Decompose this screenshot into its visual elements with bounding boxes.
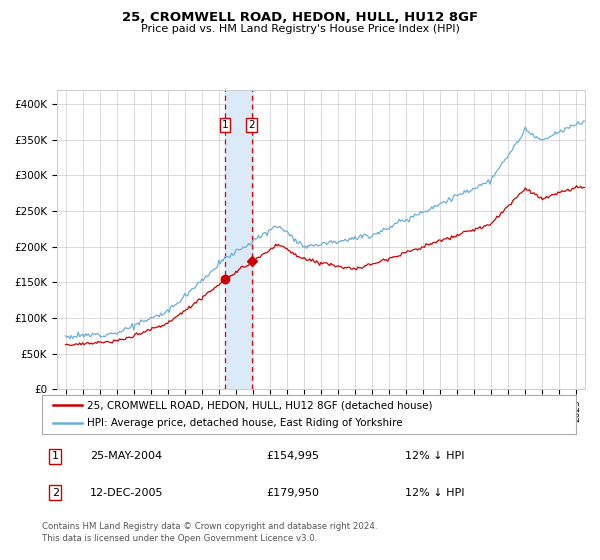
Text: 12-DEC-2005: 12-DEC-2005 bbox=[90, 488, 164, 498]
Text: 2: 2 bbox=[248, 120, 255, 130]
Text: 12% ↓ HPI: 12% ↓ HPI bbox=[405, 451, 464, 461]
Text: 2: 2 bbox=[52, 488, 59, 498]
Text: £154,995: £154,995 bbox=[266, 451, 319, 461]
Text: Contains HM Land Registry data © Crown copyright and database right 2024.: Contains HM Land Registry data © Crown c… bbox=[42, 522, 377, 531]
Text: 1: 1 bbox=[52, 451, 59, 461]
Text: 25-MAY-2004: 25-MAY-2004 bbox=[90, 451, 162, 461]
Text: Price paid vs. HM Land Registry's House Price Index (HPI): Price paid vs. HM Land Registry's House … bbox=[140, 24, 460, 34]
Text: This data is licensed under the Open Government Licence v3.0.: This data is licensed under the Open Gov… bbox=[42, 534, 317, 543]
Text: 1: 1 bbox=[222, 120, 229, 130]
Text: HPI: Average price, detached house, East Riding of Yorkshire: HPI: Average price, detached house, East… bbox=[88, 418, 403, 428]
Text: 12% ↓ HPI: 12% ↓ HPI bbox=[405, 488, 464, 498]
Text: 25, CROMWELL ROAD, HEDON, HULL, HU12 8GF (detached house): 25, CROMWELL ROAD, HEDON, HULL, HU12 8GF… bbox=[88, 400, 433, 410]
Text: £179,950: £179,950 bbox=[266, 488, 319, 498]
Bar bbox=[225, 90, 251, 389]
Text: 25, CROMWELL ROAD, HEDON, HULL, HU12 8GF: 25, CROMWELL ROAD, HEDON, HULL, HU12 8GF bbox=[122, 11, 478, 24]
